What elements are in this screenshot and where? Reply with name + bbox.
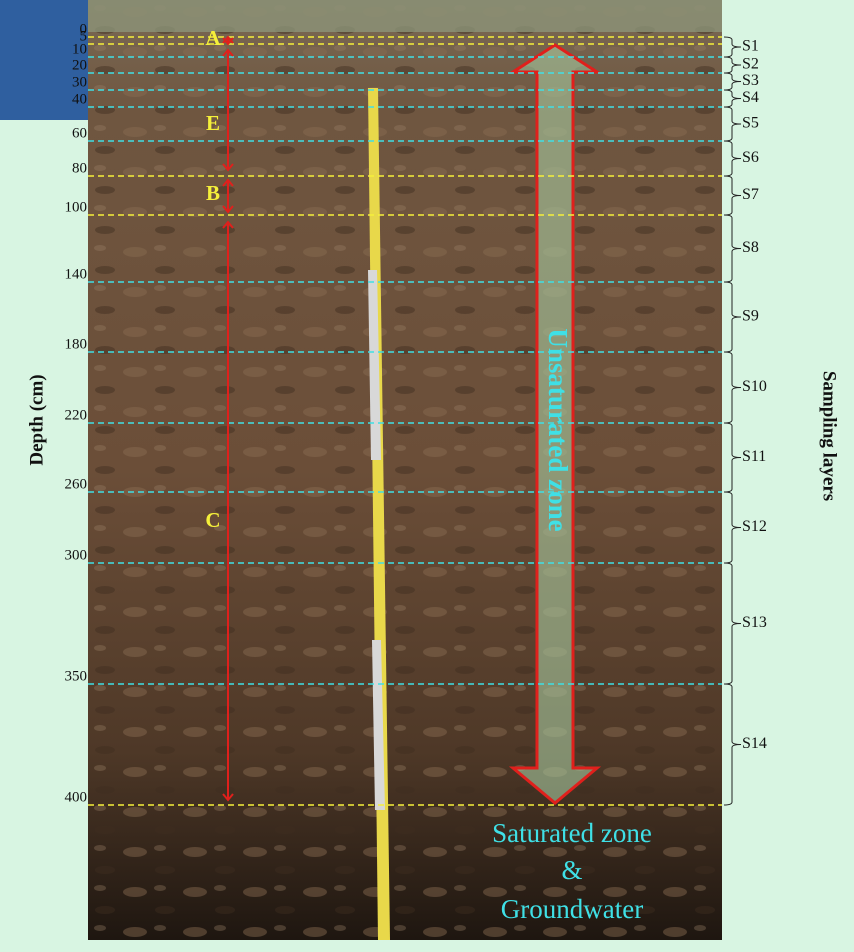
depth-label: 400 xyxy=(65,789,88,805)
layer-brace xyxy=(723,89,742,108)
unsaturated-arrow xyxy=(507,43,603,805)
layer-brace xyxy=(723,36,742,58)
depth-label: 10 xyxy=(72,41,87,57)
layer-label: S14 xyxy=(742,735,767,752)
depth-label: 300 xyxy=(65,547,88,563)
layer-label: S7 xyxy=(742,186,759,203)
horizon-label: E xyxy=(206,111,220,135)
layer-brace xyxy=(723,140,742,177)
depth-label: 40 xyxy=(72,91,87,107)
layer-label: S11 xyxy=(742,448,766,465)
depth-label: 0 xyxy=(80,21,88,37)
depth-label: 5 xyxy=(80,28,88,44)
layer-brace xyxy=(723,491,742,564)
layer-brace xyxy=(723,175,742,216)
measuring-tape-white xyxy=(372,640,385,810)
horizon-label: A xyxy=(205,26,221,50)
soil-texture xyxy=(88,0,722,940)
layer-brace xyxy=(723,214,742,283)
layer-label: S2 xyxy=(742,56,759,73)
arrow-head xyxy=(222,35,234,46)
depth-label: 180 xyxy=(65,336,88,352)
depth-label: 80 xyxy=(72,160,87,176)
depth-label: 30 xyxy=(72,74,87,90)
horizon-label: B xyxy=(206,181,220,205)
layer-brace xyxy=(723,72,742,91)
unsaturated-label: Unsaturated zone xyxy=(543,328,573,531)
arrow-head xyxy=(222,220,234,802)
layer-label: S8 xyxy=(742,239,759,256)
depth-label: 100 xyxy=(65,199,88,215)
saturated-label: & xyxy=(561,855,582,885)
depth-label: 20 xyxy=(72,57,87,73)
depth-label: 350 xyxy=(65,668,88,684)
layer-label: S9 xyxy=(742,308,759,325)
saturated-label: Groundwater xyxy=(501,894,643,924)
layer-label: S1 xyxy=(742,38,759,55)
depth-axis-title: Depth (cm) xyxy=(26,374,47,465)
layer-label: S13 xyxy=(742,614,767,631)
header-block xyxy=(0,0,88,120)
layer-brace xyxy=(723,56,742,74)
layer-label: S12 xyxy=(742,518,767,535)
sampling-layers-title: Sampling layers xyxy=(819,371,840,501)
arrow-head xyxy=(222,178,234,214)
layer-brace xyxy=(723,683,742,806)
saturated-label: Saturated zone xyxy=(492,818,652,848)
layer-brace xyxy=(723,351,742,424)
layer-label: S6 xyxy=(742,149,759,166)
grass xyxy=(88,0,722,32)
layer-label: S3 xyxy=(742,72,759,89)
layer-brace xyxy=(723,422,742,493)
layer-brace xyxy=(723,106,742,142)
measuring-tape-white xyxy=(368,270,381,460)
depth-label: 260 xyxy=(65,476,88,492)
layer-label: S10 xyxy=(742,378,767,395)
layer-label: S5 xyxy=(742,115,759,132)
depth-label: 140 xyxy=(65,266,88,282)
layer-label: S4 xyxy=(742,89,759,106)
layer-brace xyxy=(723,281,742,353)
depth-label: 220 xyxy=(65,407,88,423)
arrow-head xyxy=(222,48,234,172)
depth-label: 60 xyxy=(72,125,87,141)
horizon-label: C xyxy=(205,508,220,532)
layer-brace xyxy=(723,562,742,685)
